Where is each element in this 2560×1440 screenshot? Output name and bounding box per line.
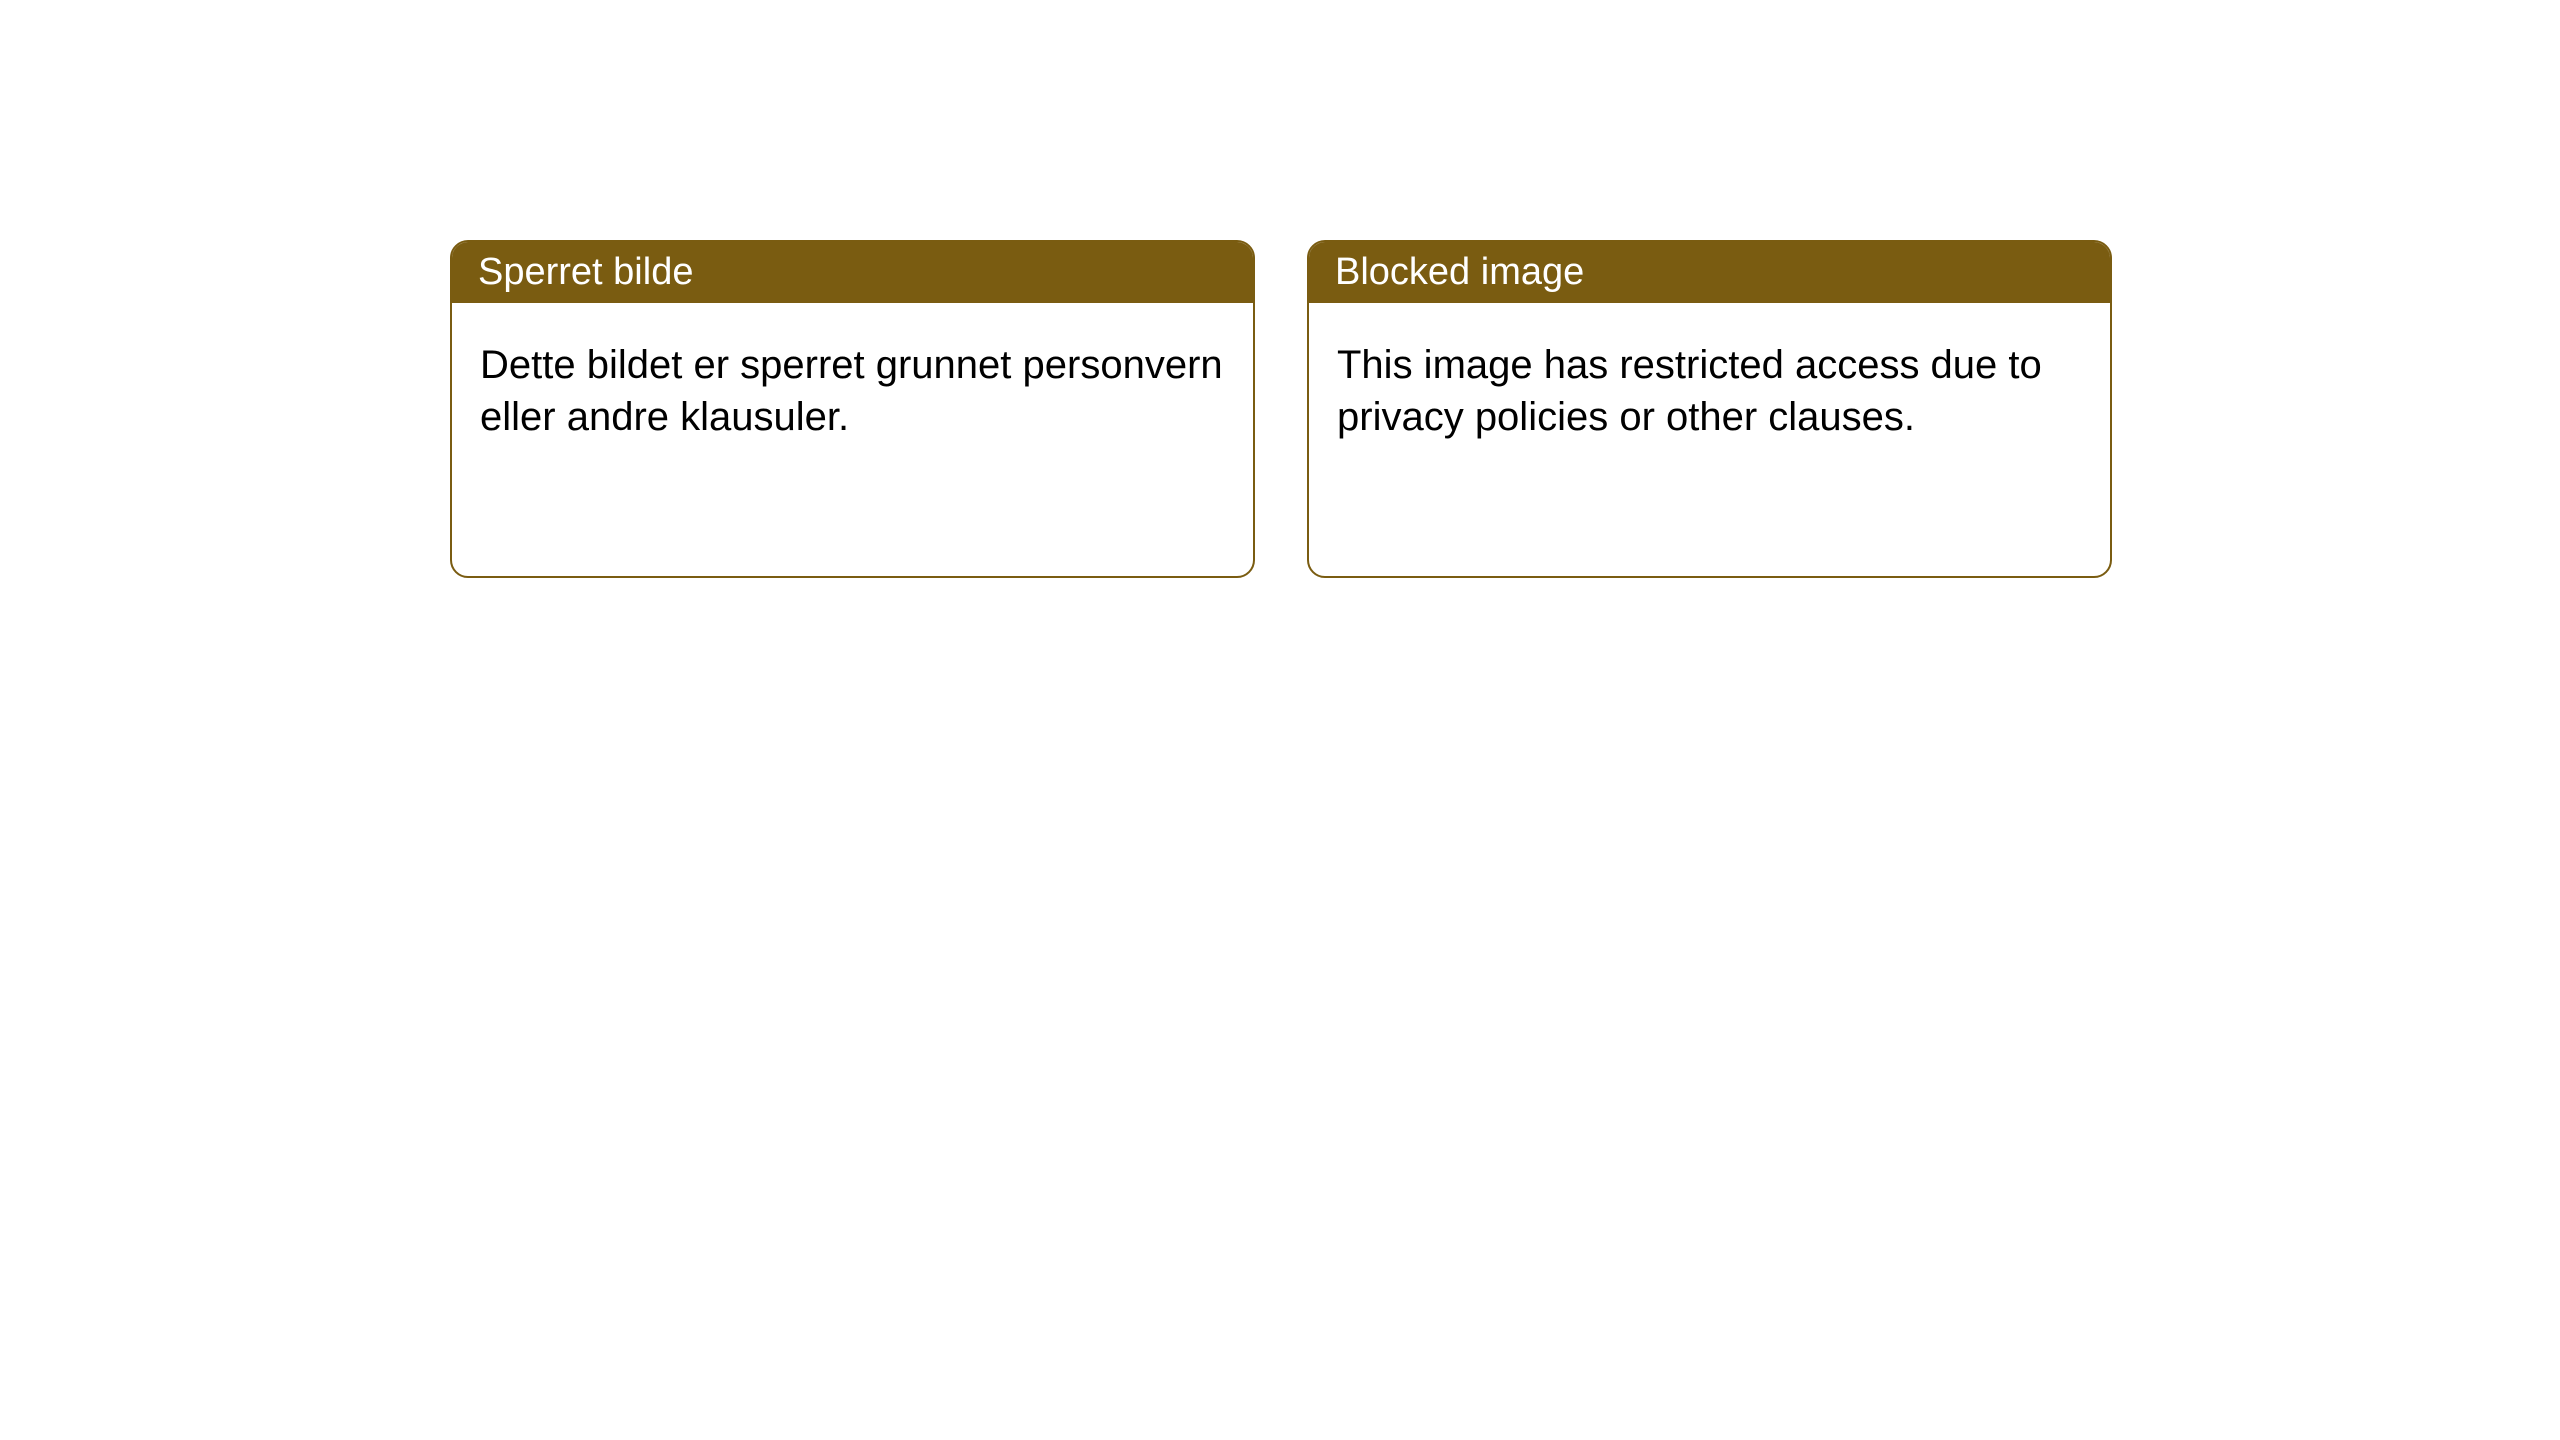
notice-container: Sperret bilde Dette bildet er sperret gr… (450, 240, 2112, 578)
notice-body-left: Dette bildet er sperret grunnet personve… (452, 303, 1253, 576)
notice-header-right: Blocked image (1309, 242, 2110, 303)
notice-header-left: Sperret bilde (452, 242, 1253, 303)
notice-body-right: This image has restricted access due to … (1309, 303, 2110, 576)
notice-card-left: Sperret bilde Dette bildet er sperret gr… (450, 240, 1255, 578)
notice-card-right: Blocked image This image has restricted … (1307, 240, 2112, 578)
